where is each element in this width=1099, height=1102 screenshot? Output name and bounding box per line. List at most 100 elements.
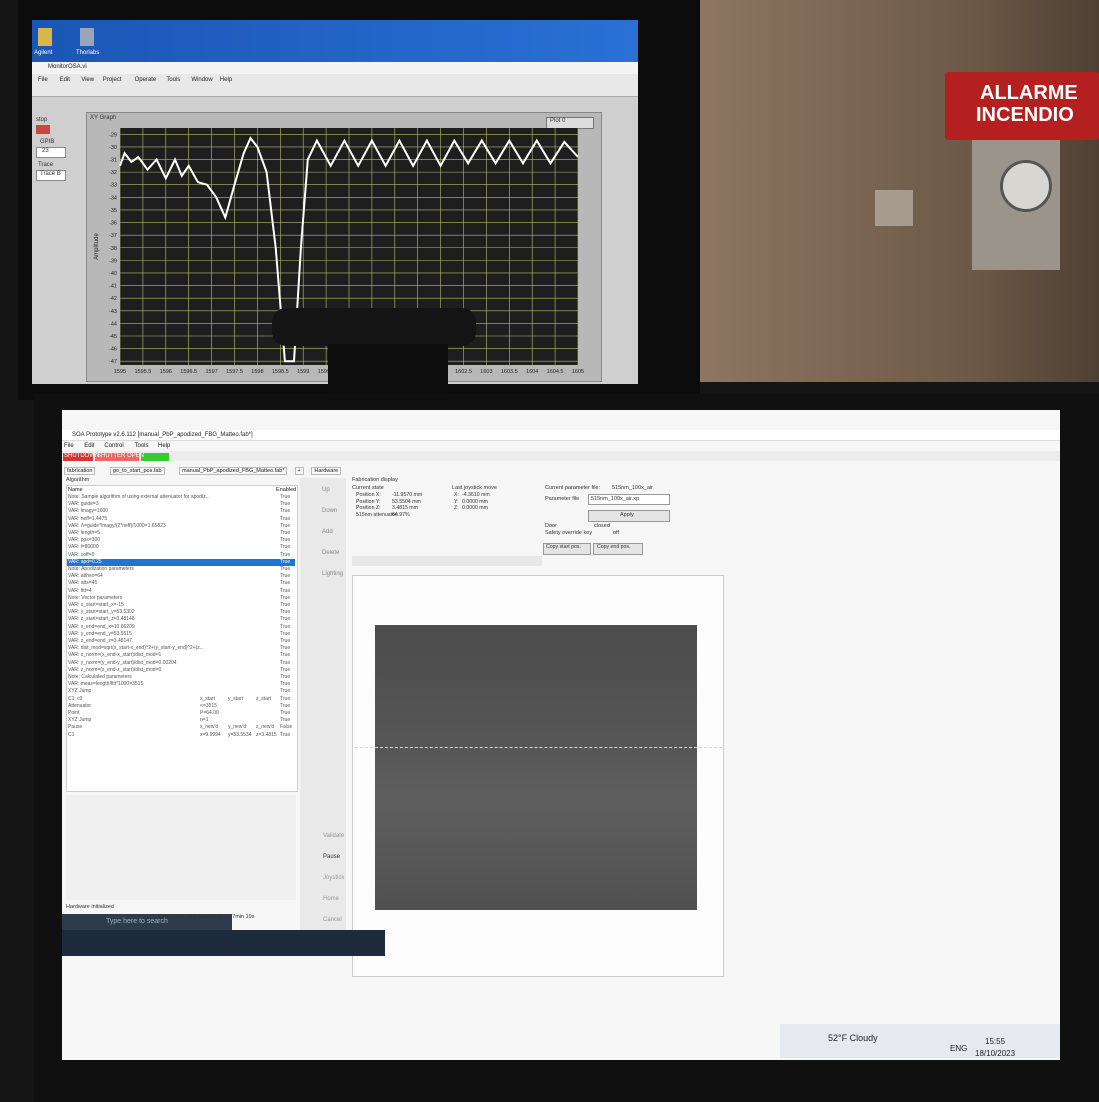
row-enabled: True	[280, 625, 290, 631]
detail-value: n=1	[200, 718, 208, 724]
field-label: Z:	[454, 506, 459, 512]
x-tick-label: 1597.5	[226, 369, 243, 375]
row-name: VAR: y_norm=(y_end-y_start)/dist_mod=0.0…	[68, 661, 177, 667]
y-tick-label: -37	[109, 233, 117, 239]
row-enabled: True	[280, 524, 290, 530]
y-tick-label: -31	[109, 158, 117, 164]
row-name: Note: Apodization parameters	[68, 567, 134, 573]
row-name: VAR: x_end=end_x=10.66209	[68, 625, 135, 631]
field-value: off	[613, 530, 619, 536]
graph: -29-30-31-32-33-34-35-36-37-38-39-40-41-…	[0, 0, 1099, 1102]
y-tick-label: -29	[109, 132, 117, 138]
y-tick-label: -36	[109, 221, 117, 227]
side-button[interactable]: Lighting	[322, 571, 343, 578]
detail-value: z=3.4815	[256, 733, 277, 739]
x-tick-label: 1598.5	[272, 369, 289, 375]
field-value: 515nm_100x_air.xp	[591, 496, 639, 502]
field-label: Parameter file	[545, 496, 579, 502]
side-button[interactable]: Down	[322, 508, 337, 515]
row-enabled: True	[280, 617, 290, 623]
status-text: Hardware initialized	[66, 904, 114, 910]
row-enabled: True	[280, 718, 290, 724]
row-name: Note: Calculated parameters	[68, 675, 132, 681]
detail-value: x=9.9994	[200, 733, 221, 739]
row-name: VAR: y_end=end_y=53.5515	[68, 632, 132, 638]
run-button[interactable]: Cancel	[323, 917, 342, 924]
row-enabled: True	[280, 689, 290, 695]
x-tick-label: 1598	[251, 369, 263, 375]
webcam-stand	[328, 344, 448, 394]
row-name: VAR: apd=0.25	[68, 560, 102, 566]
row-enabled: True	[280, 639, 290, 645]
run-button[interactable]: Home	[323, 896, 339, 903]
x-tick-label: 1597	[205, 369, 217, 375]
clock-time: 15:55	[985, 1038, 1005, 1047]
detail-value: z_start	[256, 697, 271, 703]
row-enabled: True	[280, 581, 290, 587]
row-enabled: True	[280, 661, 290, 667]
y-tick-label: -41	[109, 284, 117, 290]
field-value: closed	[594, 523, 610, 529]
panel-title: Last joystick move	[452, 485, 497, 491]
x-tick-label: 1604	[526, 369, 538, 375]
window-title: SOA Prototype v2.6.112 [manual_PbP_apodi…	[72, 432, 253, 439]
run-button[interactable]: Validate	[323, 833, 344, 840]
row-enabled: True	[280, 545, 290, 551]
row-name: C1	[68, 733, 74, 739]
row-name: VAR: meas=length/fitt*1000=3515	[68, 682, 143, 688]
row-enabled: True	[280, 733, 290, 739]
row-enabled: True	[280, 675, 290, 681]
row-enabled: True	[280, 502, 290, 508]
tab[interactable]: Hardware	[311, 467, 341, 475]
x-tick-label: 1604.5	[547, 369, 564, 375]
row-enabled: True	[280, 517, 290, 523]
run-button[interactable]: Pause	[323, 854, 340, 861]
weather: 52°F Cloudy	[828, 1034, 878, 1044]
row-enabled: True	[280, 538, 290, 544]
tab[interactable]: fabrication	[64, 467, 95, 475]
tab[interactable]: go_to_start_pos.fab	[110, 467, 165, 475]
y-tick-label: -39	[109, 258, 117, 264]
row-enabled: True	[280, 574, 290, 580]
menu-item: File	[64, 443, 74, 450]
side-button[interactable]: Up	[322, 487, 330, 494]
field-value: 3.4815 mm	[392, 506, 418, 512]
y-tick-label: -35	[109, 208, 117, 214]
row-name: VAR: x_start=start_x=-15	[68, 603, 124, 609]
row-enabled: True	[280, 646, 290, 652]
field-label: Door	[545, 523, 557, 529]
field-value: -4.3610 mm	[462, 493, 490, 499]
field-label: X:	[454, 493, 459, 499]
field-label: Position Z:	[356, 506, 381, 512]
run-button[interactable]: Joystick	[323, 875, 344, 882]
detail-value: x_new'd	[200, 725, 218, 731]
row-name: Pause	[68, 725, 82, 731]
field-label: Safety override key	[545, 530, 592, 536]
tab[interactable]: +	[295, 467, 304, 475]
row-name: VAR: x_norm=(x_end-x_start)/dist_mod=1	[68, 653, 161, 659]
field-label: Current parameter file:	[545, 485, 600, 491]
field-value: -11.9570 mm	[392, 493, 422, 499]
row-name: C1: c0	[68, 697, 82, 703]
panel-title: Fabrication display	[352, 477, 398, 483]
detail-value: <=3515	[200, 704, 217, 710]
x-tick-label: 1605	[572, 369, 584, 375]
y-tick-label: -45	[109, 334, 117, 340]
y-tick-label: -46	[109, 347, 117, 353]
button-label: Copy end pos.	[597, 545, 630, 551]
row-name: VAR: l=80000	[68, 545, 99, 551]
row-enabled: True	[280, 567, 290, 573]
row-enabled: True	[280, 509, 290, 515]
tab[interactable]: manual_PbP_apodized_FBG_Matteo.fab*	[179, 467, 287, 475]
row-enabled: False	[280, 725, 292, 731]
y-axis-label: Amplitude	[94, 233, 100, 260]
x-tick-label: 1603.5	[501, 369, 518, 375]
detail-value: P=64.00	[200, 711, 219, 717]
row-name: VAR: z_start=start_z=3.48148	[68, 617, 135, 623]
status-button: SHUTTER OPEN	[97, 453, 144, 460]
y-tick-label: -44	[109, 321, 117, 327]
side-button[interactable]: Delete	[322, 550, 339, 557]
column-header: Enabled	[276, 487, 296, 493]
side-button[interactable]: Add	[322, 529, 333, 536]
row-enabled: True	[280, 589, 290, 595]
